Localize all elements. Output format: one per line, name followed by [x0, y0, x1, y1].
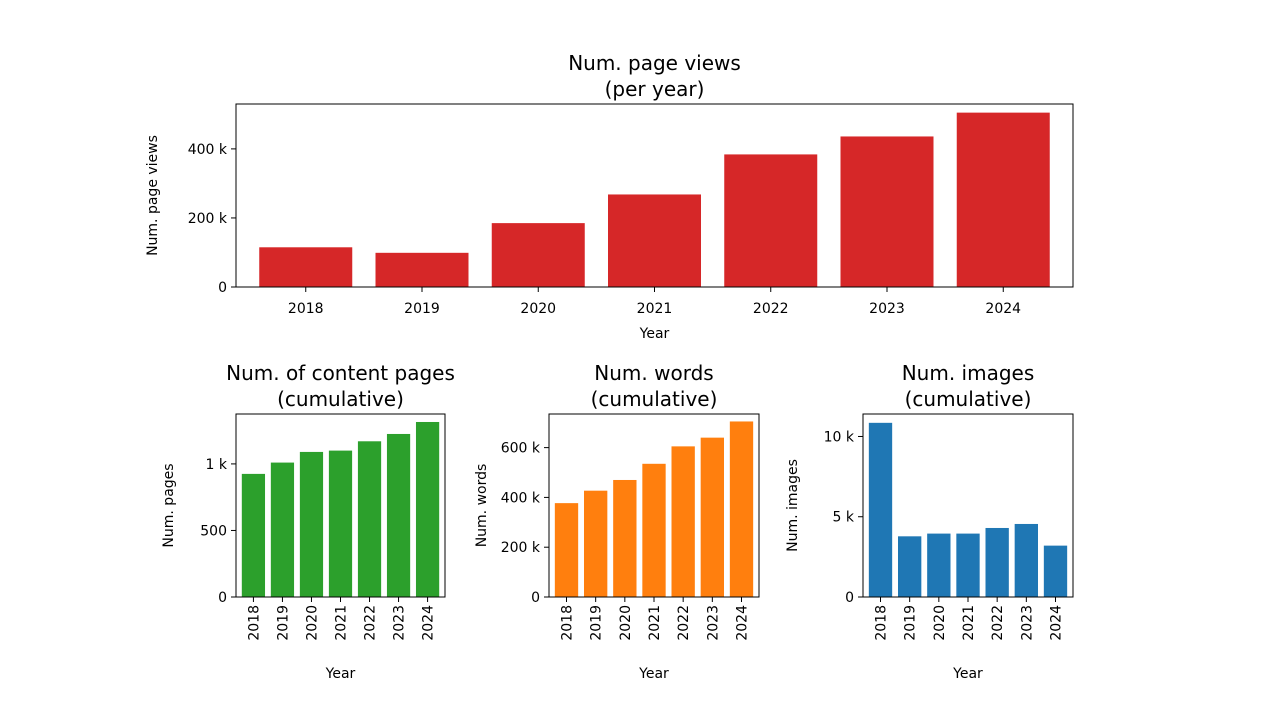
- bar-2022: [357, 441, 382, 597]
- y-axis-label: Num. images: [785, 459, 801, 552]
- y-tick-label: 0: [218, 280, 227, 296]
- chart-title: Num. words (cumulative): [591, 361, 718, 411]
- bar-2024: [415, 421, 440, 597]
- bar-2018: [868, 422, 893, 597]
- bar-2022: [724, 154, 818, 287]
- y-tick-label: 10 k: [824, 429, 855, 445]
- chart-title: Num. images (cumulative): [902, 361, 1035, 411]
- x-tick-label: 2021: [637, 301, 673, 317]
- x-tick-label: 2023: [869, 301, 905, 317]
- chart-2: Num. of content pages (cumulative) 0 500 1 k…: [161, 361, 455, 682]
- bar-2021: [956, 533, 980, 597]
- bar-2023: [386, 433, 411, 597]
- bar-2021: [642, 463, 666, 597]
- x-tick-label: 2018: [560, 605, 576, 641]
- x-tick-label: 2024: [735, 605, 751, 641]
- bar-2022: [985, 527, 1009, 597]
- x-tick-label: 2020: [304, 605, 320, 641]
- y-tick-label: 1 k: [206, 457, 228, 473]
- bar-2024: [729, 421, 754, 597]
- x-tick-label: 2021: [334, 605, 350, 641]
- bar-2021: [328, 450, 353, 597]
- y-tick-label: 400 k: [188, 142, 228, 158]
- chart-4: Num. images (cumulative) 0 5 k 10 k 2018 2019 2…: [785, 361, 1074, 682]
- bar-2020: [613, 479, 637, 597]
- chart-1: Num. page views (per year) 0 200 k 400 k 2018…: [145, 51, 1074, 342]
- x-tick-label: 2022: [990, 605, 1006, 641]
- x-axis-label: Year: [639, 326, 670, 342]
- x-tick-label: 2023: [392, 605, 408, 641]
- chart-title: Num. of content pages (cumulative): [226, 361, 455, 411]
- x-tick-label: 2023: [1019, 605, 1035, 641]
- x-tick-label: 2020: [932, 605, 948, 641]
- x-tick-label: 2024: [421, 605, 437, 641]
- bar-2024: [1043, 545, 1068, 597]
- y-tick-label: 500: [200, 523, 227, 539]
- y-tick-label: 0: [218, 590, 227, 606]
- x-tick-label: 2020: [618, 605, 634, 641]
- bar-2019: [270, 462, 295, 597]
- x-axis-label: Year: [325, 666, 356, 682]
- y-tick-label: 200 k: [501, 540, 541, 556]
- bar-2019: [898, 536, 922, 597]
- y-tick-label: 400 k: [501, 490, 541, 506]
- y-tick-label: 5 k: [833, 510, 855, 526]
- x-tick-label: 2020: [520, 301, 556, 317]
- y-axis-label: Num. page views: [145, 135, 161, 256]
- x-tick-label: 2019: [589, 605, 605, 641]
- chart-title: Num. page views (per year): [568, 51, 741, 101]
- bar-2023: [1014, 523, 1038, 597]
- x-axis-label: Year: [952, 666, 983, 682]
- y-tick-label: 200 k: [188, 211, 228, 227]
- bar-2023: [700, 437, 724, 597]
- bar-2024: [956, 112, 1050, 287]
- x-tick-label: 2021: [647, 605, 663, 641]
- x-tick-label: 2019: [903, 605, 919, 641]
- x-tick-label: 2024: [985, 301, 1021, 317]
- x-tick-label: 2019: [275, 605, 291, 641]
- x-tick-label: 2022: [363, 605, 379, 641]
- bar-2020: [491, 223, 585, 287]
- bar-2022: [671, 446, 695, 597]
- bar-2018: [259, 247, 353, 287]
- chart-3: Num. words (cumulative) 0 200 k 400 k 600 k 20…: [474, 361, 760, 682]
- y-tick-label: 0: [845, 590, 854, 606]
- x-tick-label: 2022: [753, 301, 789, 317]
- x-axis-label: Year: [638, 666, 669, 682]
- bar-2019: [584, 490, 608, 597]
- x-tick-label: 2022: [676, 605, 692, 641]
- y-tick-label: 600 k: [501, 441, 541, 457]
- bar-2021: [608, 194, 701, 287]
- x-tick-label: 2019: [404, 301, 440, 317]
- bar-2020: [299, 451, 324, 597]
- x-tick-label: 2023: [705, 605, 721, 641]
- y-axis-label: Num. words: [474, 464, 490, 548]
- x-tick-label: 2024: [1049, 605, 1065, 641]
- y-tick-label: 0: [531, 590, 540, 606]
- y-axis-label: Num. pages: [161, 463, 177, 547]
- x-tick-label: 2018: [246, 605, 262, 641]
- x-tick-label: 2018: [874, 605, 890, 641]
- bar-2018: [554, 503, 579, 597]
- bar-2020: [927, 533, 951, 597]
- bar-2023: [840, 136, 934, 287]
- x-tick-label: 2018: [288, 301, 324, 317]
- bar-2019: [375, 252, 469, 287]
- x-tick-label: 2021: [961, 605, 977, 641]
- bar-2018: [241, 473, 266, 597]
